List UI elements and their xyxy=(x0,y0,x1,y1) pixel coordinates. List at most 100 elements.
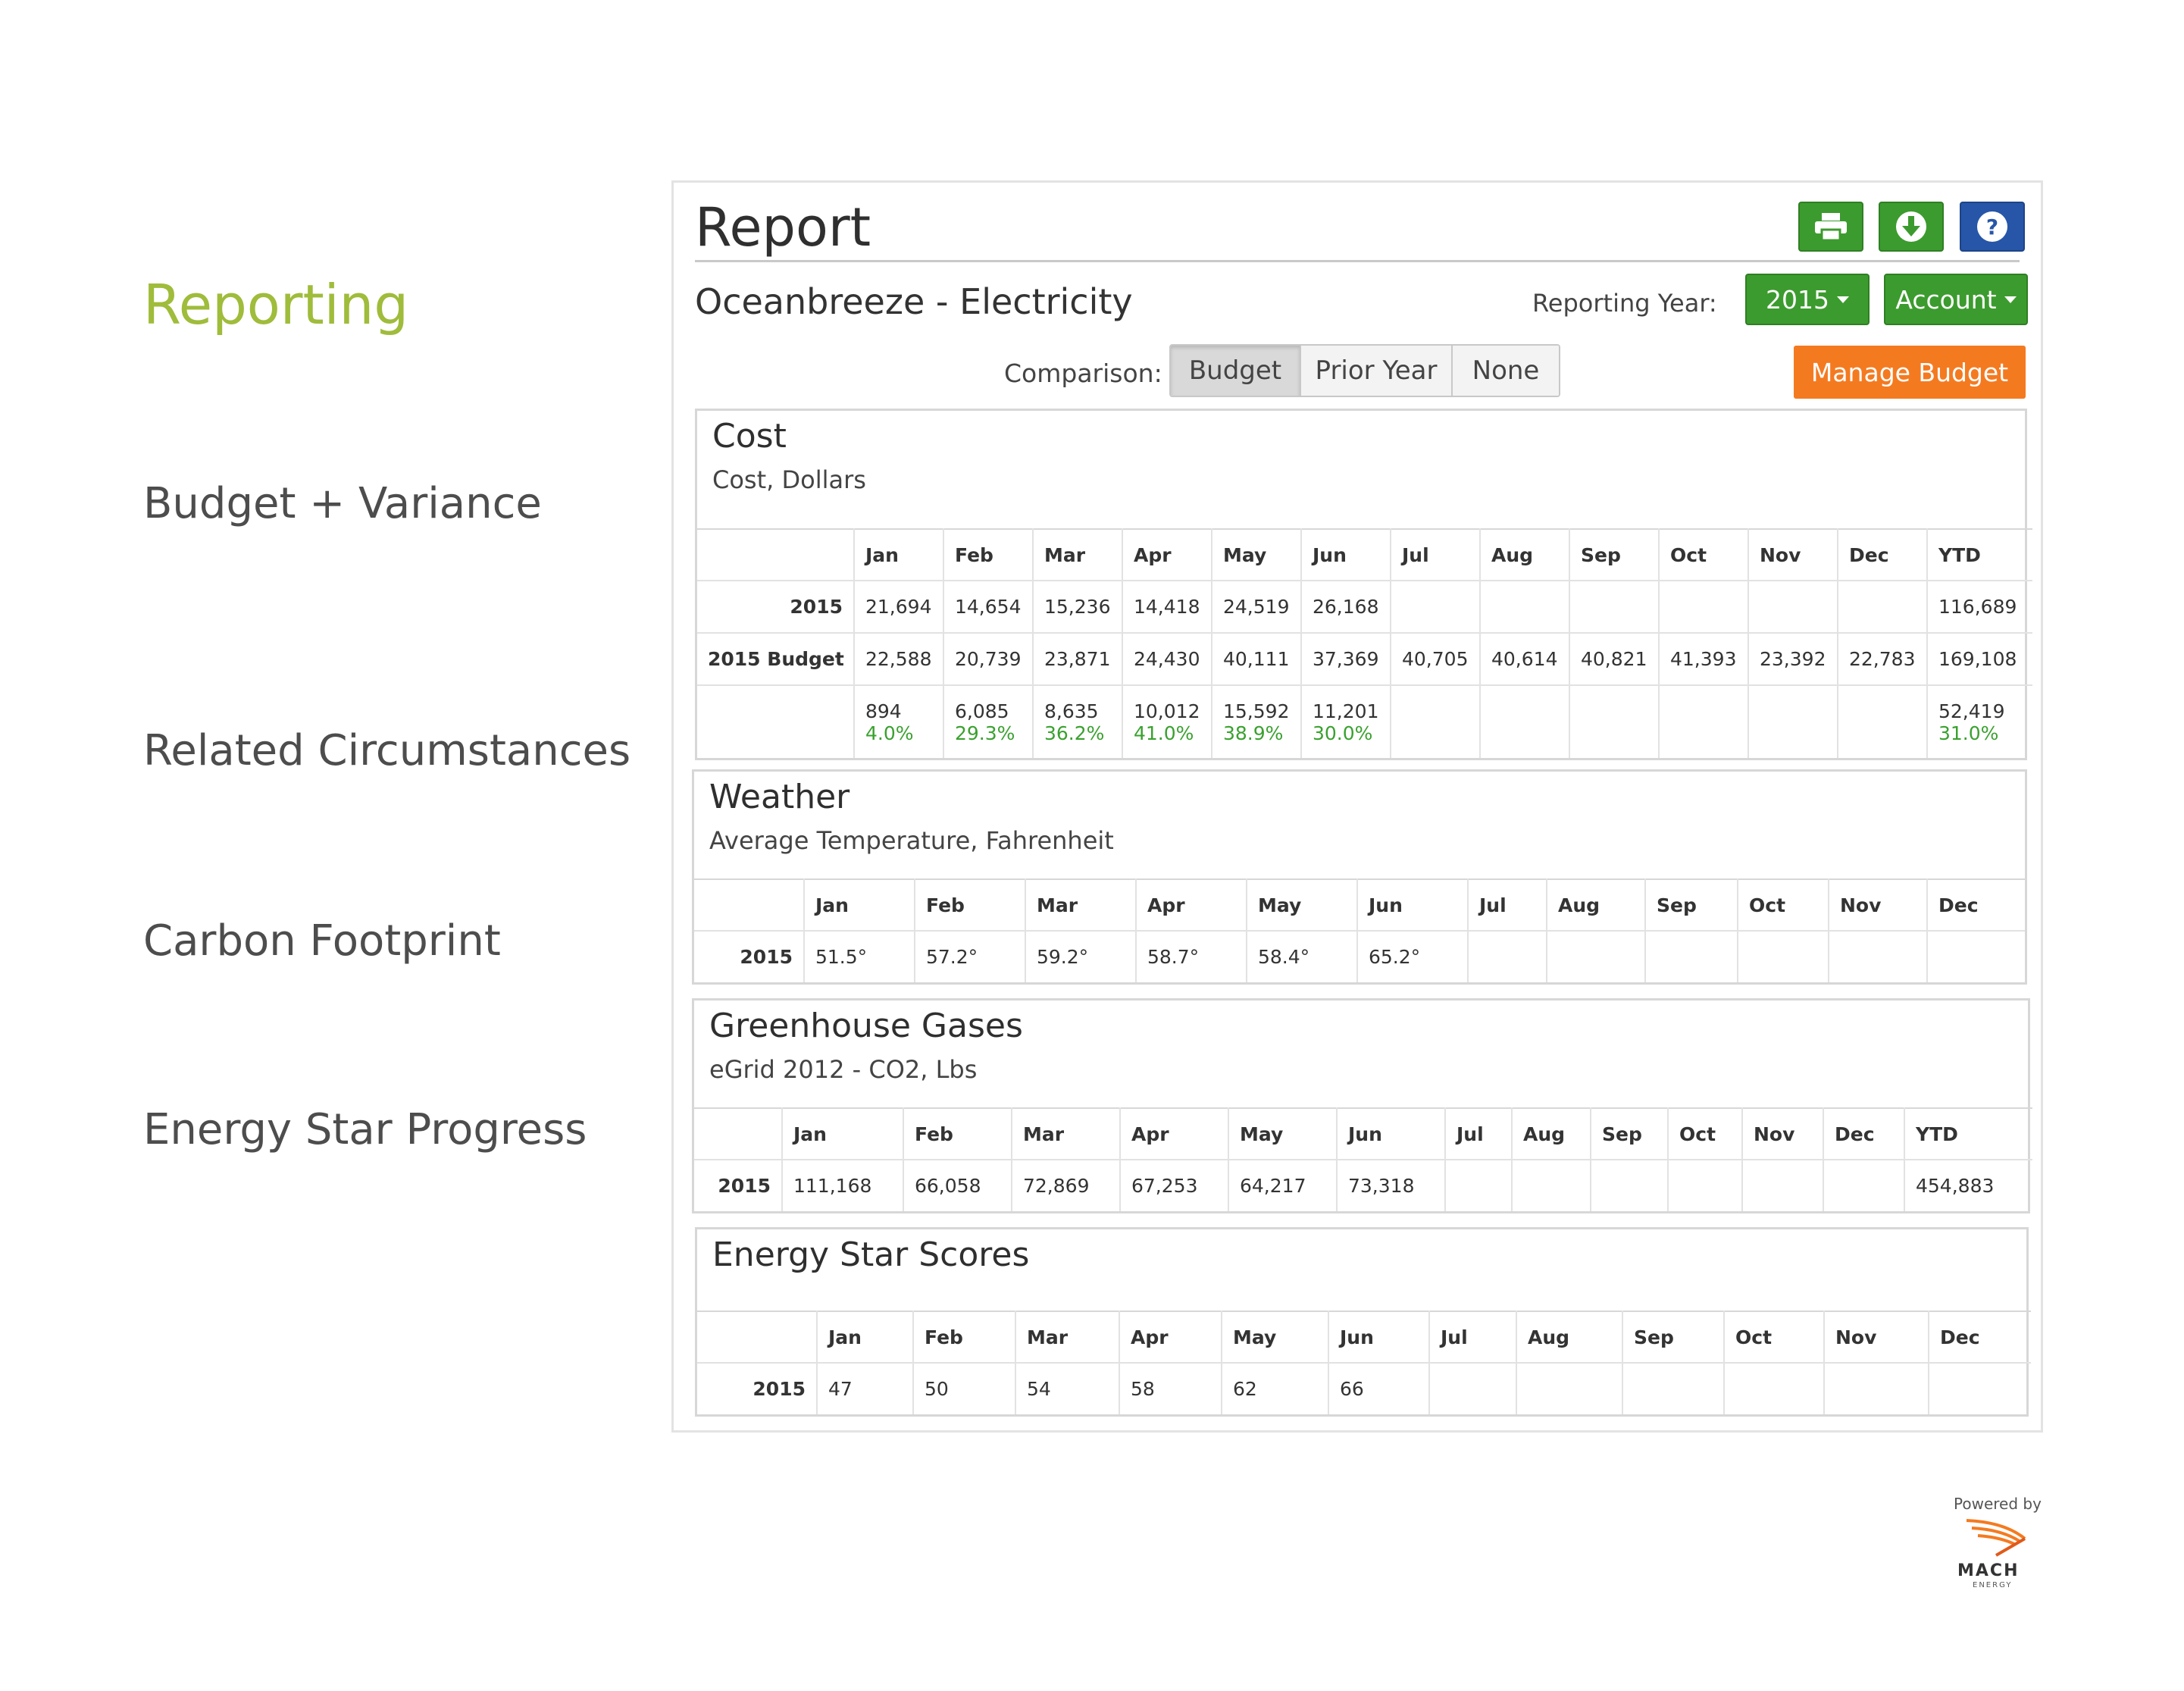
column-header: Apr xyxy=(1135,878,1247,932)
variance-value: 10,012 xyxy=(1134,700,1200,722)
column-header: YTD xyxy=(1904,1107,2032,1160)
column-header: Aug xyxy=(1479,528,1570,581)
sidebar-item-energy-star-progress[interactable]: Energy Star Progress xyxy=(143,1105,587,1154)
mach-logo-subtext: ENERGY xyxy=(1973,1581,2013,1589)
column-header: Aug xyxy=(1516,1311,1623,1364)
comparison-budget[interactable]: Budget xyxy=(1171,346,1301,396)
sidebar-item-related-circumstances[interactable]: Related Circumstances xyxy=(143,726,631,775)
variance-value: 8,635 xyxy=(1044,700,1099,722)
table-cell: 37,369 xyxy=(1300,632,1391,686)
page-title: Report xyxy=(695,196,871,258)
account-dropdown[interactable]: Account xyxy=(1884,274,2028,325)
download-icon xyxy=(1896,211,1926,242)
table-cell xyxy=(1444,1159,1513,1211)
column-header xyxy=(697,528,855,581)
cost-table: Jan Feb Mar Apr May Jun Jul Aug Sep Oct … xyxy=(697,528,2032,758)
table-cell: 62 xyxy=(1221,1362,1329,1414)
mach-logo-text: MACH xyxy=(1957,1561,2020,1580)
table-cell: 50 xyxy=(912,1362,1016,1414)
column-header xyxy=(697,1311,818,1364)
table-cell xyxy=(1926,930,2025,982)
greenhouse-gases-section: Greenhouse Gases eGrid 2012 - CO2, Lbs J… xyxy=(692,998,2032,1213)
table-row: 2015 Budget 22,588 20,739 23,871 24,430 … xyxy=(697,632,2032,686)
table-cell: 15,236 xyxy=(1032,580,1123,634)
title-divider xyxy=(695,260,2020,262)
table-cell xyxy=(1479,580,1570,634)
section-title: Weather xyxy=(709,778,850,816)
comparison-none[interactable]: None xyxy=(1453,346,1559,396)
table-cell: 54 xyxy=(1015,1362,1120,1414)
column-header: Aug xyxy=(1546,878,1646,932)
column-header: Oct xyxy=(1737,878,1829,932)
row-label: 2015 xyxy=(694,930,805,982)
table-cell: 40,705 xyxy=(1390,632,1481,686)
print-button[interactable] xyxy=(1798,202,1863,252)
column-header: Nov xyxy=(1828,878,1928,932)
column-header: Jan xyxy=(816,1311,914,1364)
column-header: Jun xyxy=(1356,878,1469,932)
sidebar-item-budget-variance[interactable]: Budget + Variance xyxy=(143,479,542,528)
column-header: Jul xyxy=(1444,1107,1513,1160)
section-title: Greenhouse Gases xyxy=(709,1007,1023,1045)
column-header: Mar xyxy=(1015,1311,1120,1364)
section-subtitle: eGrid 2012 - CO2, Lbs xyxy=(709,1055,978,1084)
column-header: Sep xyxy=(1569,528,1660,581)
manage-budget-button[interactable]: Manage Budget xyxy=(1794,346,2026,399)
table-cell: 169,108 xyxy=(1926,632,2032,686)
variance-cell xyxy=(1658,684,1749,758)
table-cell: 58 xyxy=(1119,1362,1222,1414)
print-icon xyxy=(1815,213,1847,242)
sidebar-item-carbon-footprint[interactable]: Carbon Footprint xyxy=(143,916,501,966)
variance-percent: 4.0% xyxy=(865,722,914,744)
column-header: Mar xyxy=(1011,1107,1121,1160)
table-cell: 14,654 xyxy=(943,580,1034,634)
column-header: Jan xyxy=(803,878,915,932)
column-header: Jan xyxy=(781,1107,904,1160)
reporting-year-dropdown[interactable]: 2015 xyxy=(1745,274,1870,325)
variance-cell xyxy=(1390,684,1481,758)
help-icon: ? xyxy=(1977,211,2007,242)
table-row: 2015 21,694 14,654 15,236 14,418 24,519 … xyxy=(697,580,2032,634)
column-header: Feb xyxy=(943,528,1034,581)
comparison-toggle: Budget Prior Year None xyxy=(1169,344,1560,397)
table-row: 2015 47 50 54 58 62 66 xyxy=(697,1362,2031,1414)
table-cell: 22,588 xyxy=(853,632,944,686)
energy-star-table: Jan Feb Mar Apr May Jun Jul Aug Sep Oct … xyxy=(697,1311,2031,1414)
table-cell: 73,318 xyxy=(1336,1159,1446,1211)
column-header: Jul xyxy=(1428,1311,1517,1364)
table-cell: 40,111 xyxy=(1211,632,1302,686)
cost-section: Cost Cost, Dollars Jan Feb Mar Apr May J… xyxy=(695,409,2032,760)
variance-percent: 38.9% xyxy=(1223,722,1284,744)
table-cell: 23,871 xyxy=(1032,632,1123,686)
column-header: Sep xyxy=(1622,1311,1725,1364)
section-title: Cost xyxy=(712,417,787,456)
table-row: 2015 51.5° 57.2° 59.2° 58.7° 58.4° 65.2° xyxy=(694,930,2025,982)
column-header: Aug xyxy=(1511,1107,1591,1160)
variance-value: 11,201 xyxy=(1313,700,1379,722)
download-button[interactable] xyxy=(1879,202,1944,252)
energy-star-section: Energy Star Scores Jan Feb Mar Apr May J… xyxy=(695,1227,2031,1417)
table-cell: 65.2° xyxy=(1356,930,1469,982)
table-cell xyxy=(1737,930,1829,982)
variance-percent: 36.2% xyxy=(1044,722,1105,744)
variance-value: 6,085 xyxy=(955,700,1009,722)
table-cell xyxy=(1828,930,1928,982)
table-cell: 20,739 xyxy=(943,632,1034,686)
table-cell: 41,393 xyxy=(1658,632,1749,686)
column-header: May xyxy=(1246,878,1358,932)
weather-table: Jan Feb Mar Apr May Jun Jul Aug Sep Oct … xyxy=(694,878,2025,982)
variance-cell xyxy=(1569,684,1660,758)
table-cell: 72,869 xyxy=(1011,1159,1121,1211)
help-button[interactable]: ? xyxy=(1960,202,2025,252)
comparison-prior-year[interactable]: Prior Year xyxy=(1301,346,1453,396)
table-row: 2015 111,168 66,058 72,869 67,253 64,217… xyxy=(694,1159,2032,1211)
table-cell: 40,614 xyxy=(1479,632,1570,686)
table-cell: 47 xyxy=(816,1362,914,1414)
column-header: Feb xyxy=(914,878,1026,932)
variance-cell: 15,592 38.9% xyxy=(1211,684,1302,758)
column-header: May xyxy=(1228,1107,1338,1160)
column-header: Mar xyxy=(1032,528,1123,581)
sidebar-item-reporting[interactable]: Reporting xyxy=(143,273,409,337)
column-header: Dec xyxy=(1837,528,1928,581)
table-cell: 67,253 xyxy=(1119,1159,1229,1211)
